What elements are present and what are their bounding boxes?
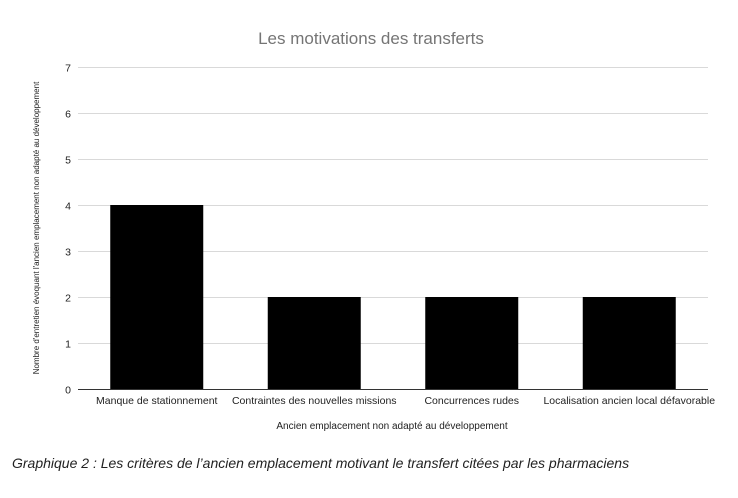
- y-tick-label: 4: [65, 201, 71, 213]
- y-tick-label: 6: [65, 109, 71, 121]
- y-tick-label: 3: [65, 247, 71, 259]
- x-axis-label: Ancien emplacement non adapté au dévelop…: [276, 421, 507, 432]
- y-tick-label: 1: [65, 339, 71, 351]
- y-tick-label: 0: [65, 385, 71, 397]
- y-tick-label: 2: [65, 293, 71, 305]
- bar-3: [425, 297, 519, 389]
- x-axis-ticks: Manque de stationnement Contraintes des n…: [96, 395, 715, 407]
- bars: [110, 205, 676, 389]
- x-tick-label: Contraintes des nouvelles missions: [232, 395, 397, 407]
- x-tick-label: Concurrences rudes: [424, 395, 519, 407]
- y-axis-ticks: 0 1 2 3 4 5 6 7: [65, 63, 71, 397]
- bar-1: [110, 205, 204, 389]
- bar-chart: Les motivations des transferts 01234567 …: [32, 29, 715, 432]
- bar-2: [267, 297, 361, 389]
- y-axis-label: Nombre d'entretien évoquant l'ancien emp…: [32, 81, 41, 374]
- y-tick-label: 7: [65, 63, 71, 75]
- x-tick-label: Manque de stationnement: [96, 395, 217, 407]
- chart-title: Les motivations des transferts: [258, 29, 484, 48]
- y-tick-label: 5: [65, 155, 71, 167]
- x-tick-label: Localisation ancien local défavorable: [543, 395, 715, 407]
- bar-4: [582, 297, 676, 389]
- figure-caption: Graphique 2 : Les critères de l’ancien e…: [12, 455, 630, 471]
